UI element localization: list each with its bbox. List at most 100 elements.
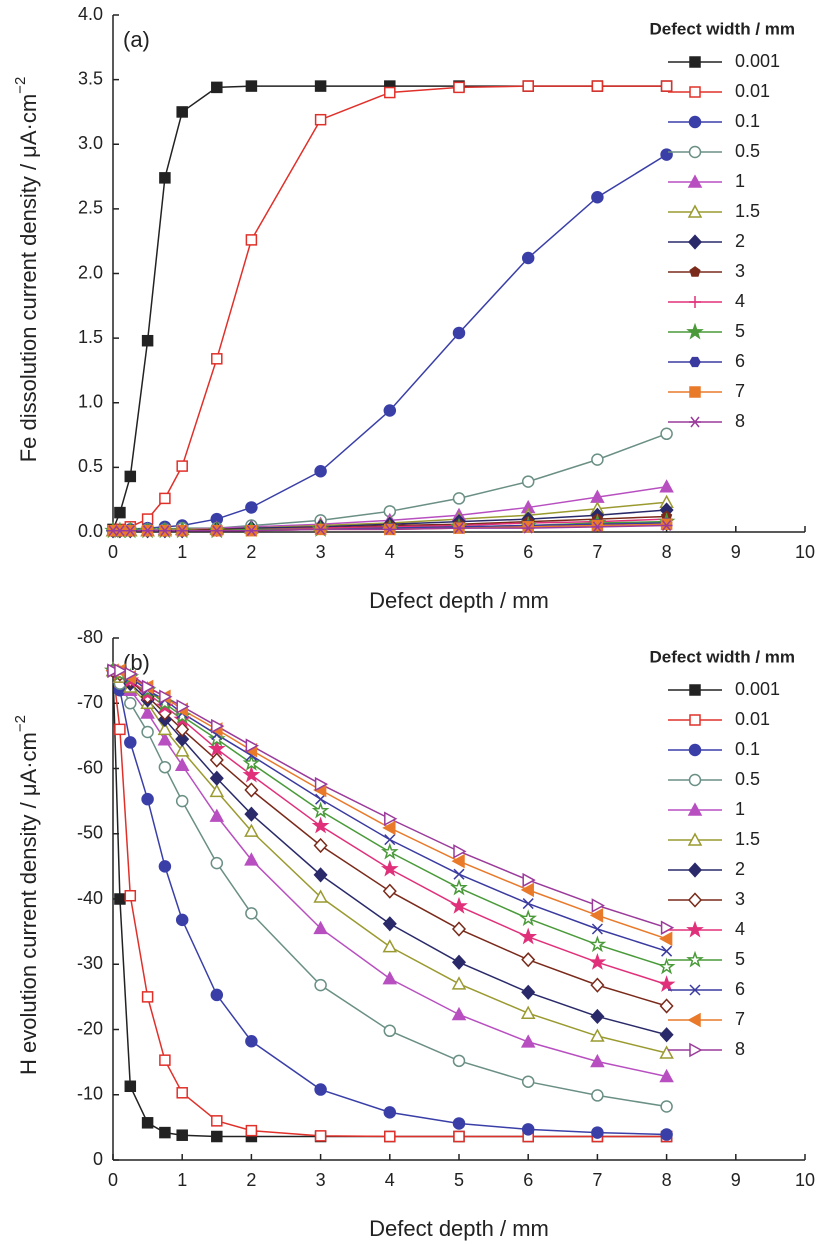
legend-label: 0.1: [735, 739, 760, 759]
marker: [245, 234, 258, 246]
marker: [174, 743, 190, 757]
marker: [244, 852, 259, 866]
marker: [311, 816, 330, 834]
marker: [591, 1089, 604, 1102]
x-axis-label: Defect depth / mm: [369, 1216, 549, 1241]
marker: [657, 975, 676, 992]
legend-label: 5: [735, 321, 745, 341]
y-tick-label: -70: [77, 692, 103, 712]
marker: [211, 718, 225, 734]
x-tick-label: 2: [246, 542, 256, 562]
marker: [314, 465, 327, 478]
legend-label: 7: [735, 1009, 745, 1029]
marker: [660, 1100, 673, 1113]
marker: [521, 1075, 535, 1088]
legend-label: 8: [735, 411, 745, 431]
marker: [689, 714, 701, 726]
marker: [689, 356, 701, 368]
series-line: [112, 670, 667, 1136]
x-tick-label: 4: [385, 1170, 395, 1190]
marker: [314, 978, 327, 992]
marker: [383, 1024, 397, 1038]
marker: [591, 190, 604, 204]
marker: [689, 86, 701, 98]
x-tick-label: 2: [246, 1170, 256, 1190]
y-tick-label: -20: [77, 1018, 103, 1038]
marker: [687, 802, 703, 816]
x-tick-label: 10: [795, 1170, 815, 1190]
marker: [519, 927, 538, 945]
marker: [591, 1126, 604, 1139]
marker: [380, 842, 399, 860]
x-tick-label: 7: [592, 542, 602, 562]
marker: [210, 988, 224, 1002]
marker: [452, 492, 466, 505]
marker: [157, 721, 173, 736]
marker: [660, 520, 673, 532]
marker: [591, 923, 603, 935]
x-tick-label: 3: [316, 542, 326, 562]
marker: [384, 1130, 396, 1143]
legend-label: 0.5: [735, 769, 760, 789]
marker: [141, 1117, 154, 1129]
marker: [176, 460, 188, 472]
marker: [158, 760, 172, 774]
marker: [382, 971, 398, 985]
marker: [659, 479, 674, 493]
marker: [124, 1080, 137, 1093]
marker: [313, 920, 328, 935]
x-tick-label: 10: [795, 542, 815, 562]
marker: [176, 699, 190, 714]
marker: [522, 898, 534, 910]
marker: [159, 492, 171, 505]
marker: [211, 1115, 223, 1127]
marker: [384, 834, 396, 846]
series-line: [112, 85, 667, 530]
marker: [209, 808, 225, 822]
marker: [659, 1027, 674, 1043]
marker: [141, 334, 154, 347]
marker: [140, 705, 155, 719]
y-tick-label: 0.0: [78, 521, 103, 541]
marker: [687, 174, 703, 188]
marker: [313, 889, 328, 903]
marker: [211, 353, 223, 365]
legend-label: 2: [735, 231, 745, 251]
legend-label: 4: [735, 291, 745, 311]
marker: [158, 860, 172, 873]
marker: [245, 1124, 258, 1137]
legend-label: 3: [735, 889, 745, 909]
y-axis-label: Fe dissolution current density / μA·cm−2: [12, 77, 41, 463]
marker: [451, 1006, 467, 1021]
marker: [687, 1012, 701, 1028]
marker: [659, 1045, 674, 1059]
marker: [520, 1034, 536, 1048]
marker: [521, 475, 535, 488]
y-tick-label: 0.5: [78, 456, 103, 476]
legend-label: 0.1: [735, 111, 760, 131]
marker: [686, 322, 704, 340]
marker: [522, 872, 536, 888]
marker: [157, 732, 173, 746]
marker: [244, 823, 259, 837]
legend-label: 7: [735, 381, 745, 401]
marker: [245, 525, 258, 537]
marker: [207, 729, 226, 747]
marker: [207, 739, 226, 757]
marker: [661, 945, 673, 957]
marker: [383, 523, 396, 535]
y-tick-label: 4.0: [78, 4, 103, 24]
marker: [382, 820, 396, 836]
legend-label: 0.001: [735, 679, 780, 699]
marker: [659, 1068, 674, 1083]
legend-label: 2: [735, 859, 745, 879]
marker: [689, 386, 701, 398]
marker: [522, 80, 534, 92]
marker: [660, 1128, 673, 1141]
marker: [210, 856, 224, 870]
marker: [124, 470, 137, 483]
series-line: [112, 670, 667, 1138]
marker: [175, 794, 189, 808]
marker: [176, 1129, 188, 1141]
marker: [141, 679, 156, 695]
